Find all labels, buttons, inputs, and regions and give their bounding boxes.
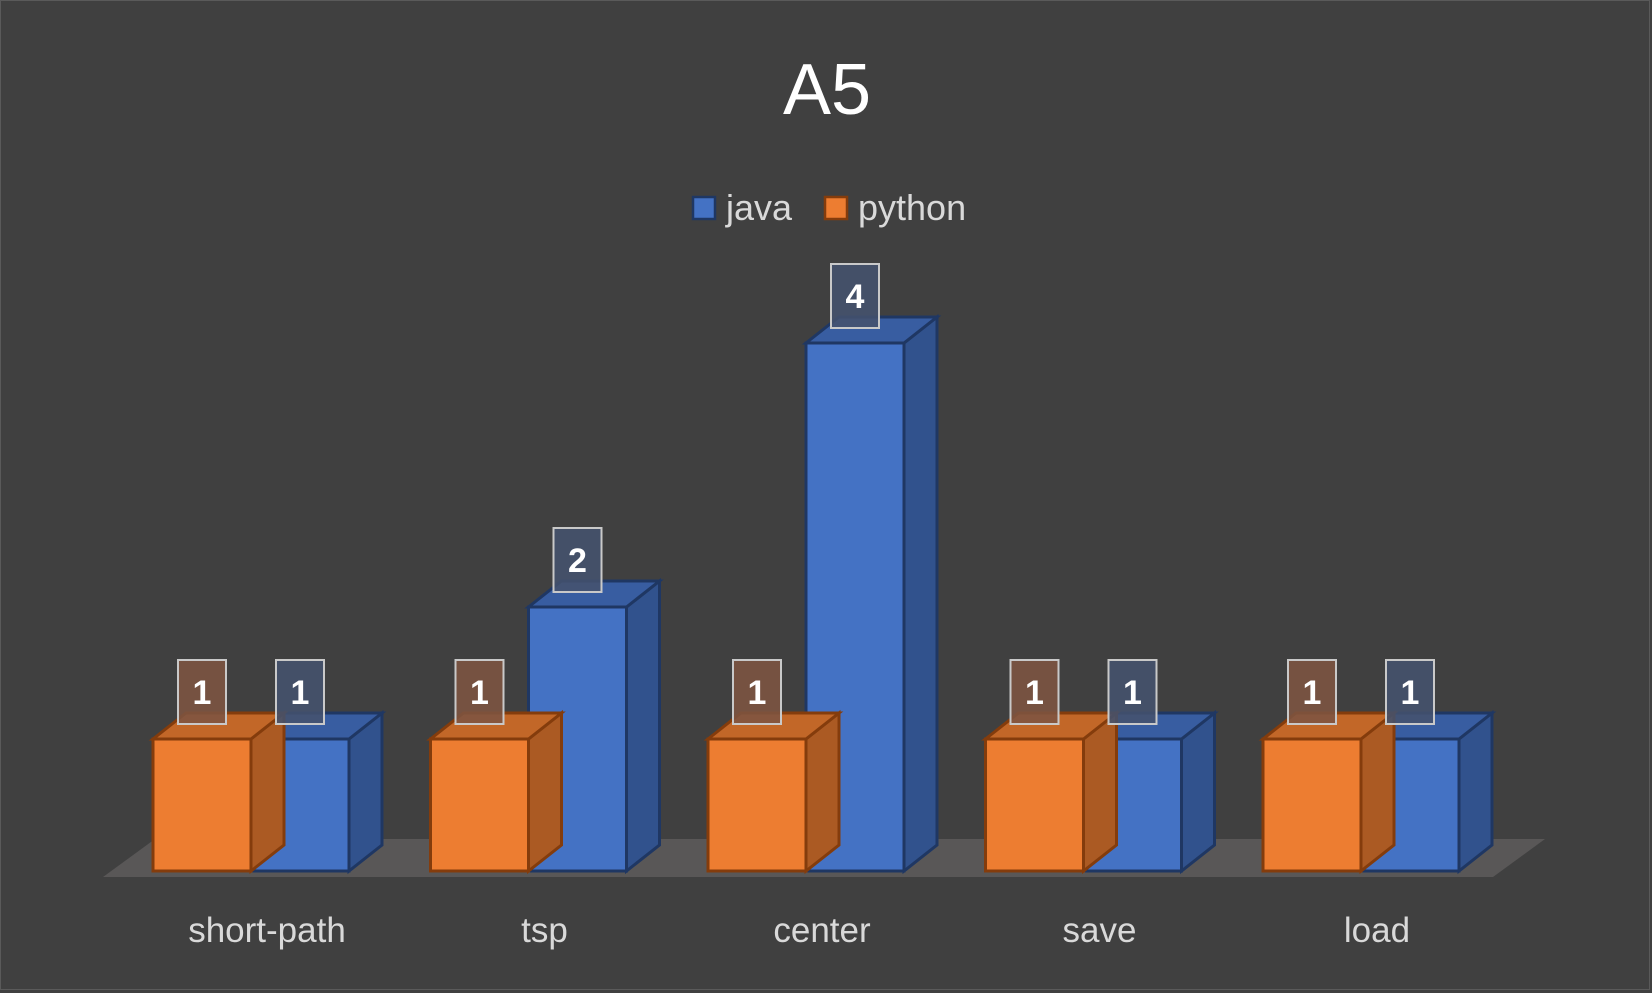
data-label-value: 1 <box>1123 674 1142 712</box>
data-label-value: 1 <box>193 674 212 712</box>
bar-front <box>706 737 808 873</box>
legend: java python <box>691 187 966 228</box>
bar-front <box>984 737 1085 873</box>
data-label-box <box>177 659 227 725</box>
data-label-value: 4 <box>846 278 865 316</box>
legend-item-python: python <box>823 187 966 228</box>
bar-front <box>1261 737 1363 873</box>
data-label-python-load: 1 <box>1287 659 1337 725</box>
data-label-box <box>830 263 880 329</box>
data-labels: 1 1 2 1 4 1 1 1 1 1 <box>177 263 1435 725</box>
legend-label-python: python <box>858 187 966 228</box>
category-label-tsp: tsp <box>521 911 568 950</box>
data-label-value: 1 <box>291 674 310 712</box>
legend-swatch-python <box>823 195 849 221</box>
bar-python-load <box>1258 709 1399 875</box>
data-label-box <box>454 659 505 725</box>
data-label-box <box>275 659 325 725</box>
data-label-java-load: 1 <box>1385 659 1435 725</box>
data-label-java-tsp: 2 <box>552 527 603 593</box>
bar-side <box>625 577 661 875</box>
data-label-box <box>1107 659 1158 725</box>
legend-label-java: java <box>725 187 793 228</box>
data-label-java-center: 4 <box>830 263 880 329</box>
data-label-value: 1 <box>1401 674 1420 712</box>
bar-front <box>151 737 253 873</box>
bar-front <box>429 737 530 873</box>
category-label-load: load <box>1344 911 1410 950</box>
data-label-value: 1 <box>470 674 489 712</box>
data-label-python-center: 1 <box>732 659 782 725</box>
category-axis: short-path tsp center save load <box>188 911 1410 950</box>
bar-python-save <box>981 709 1121 875</box>
data-label-value: 1 <box>1025 674 1044 712</box>
bars <box>148 313 1497 875</box>
bar-python-tsp <box>426 709 566 875</box>
legend-swatch-java <box>691 195 717 221</box>
data-label-value: 1 <box>1303 674 1322 712</box>
legend-item-java: java <box>691 187 793 228</box>
data-label-box <box>1287 659 1337 725</box>
category-label-center: center <box>773 911 871 950</box>
data-label-box <box>1009 659 1060 725</box>
category-label-short-path: short-path <box>188 911 346 950</box>
data-label-python-short-path: 1 <box>177 659 227 725</box>
chart-title: A5 <box>783 50 871 130</box>
data-label-python-tsp: 1 <box>454 659 505 725</box>
bar-python-center <box>703 709 844 875</box>
bar-side <box>902 313 939 875</box>
category-label-save: save <box>1063 911 1137 950</box>
data-label-box <box>1385 659 1435 725</box>
data-label-java-save: 1 <box>1107 659 1158 725</box>
bar-python-short-path <box>148 709 289 875</box>
data-label-box <box>552 527 603 593</box>
data-label-value: 2 <box>568 542 587 580</box>
data-label-box <box>732 659 782 725</box>
data-label-value: 1 <box>748 674 767 712</box>
data-label-java-short-path: 1 <box>275 659 325 725</box>
data-label-python-save: 1 <box>1009 659 1060 725</box>
